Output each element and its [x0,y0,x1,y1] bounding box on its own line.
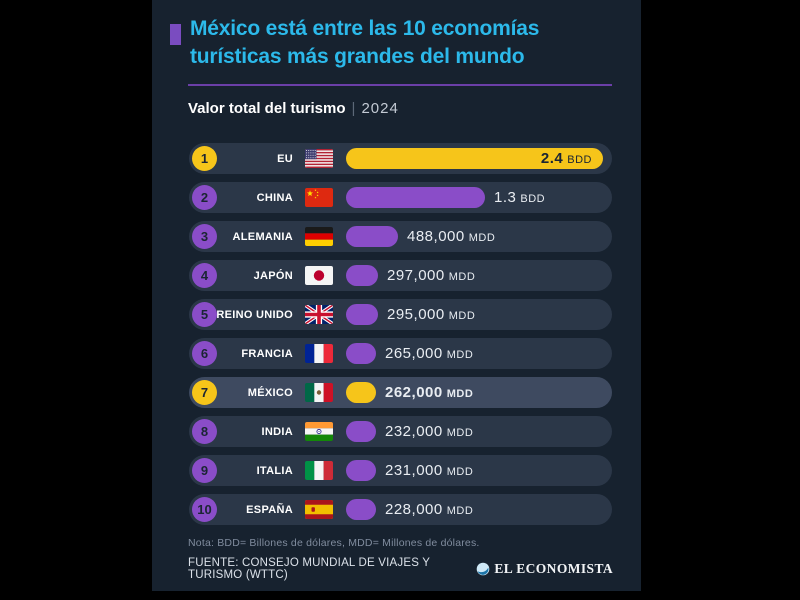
ranking-bar-chart: 1 EU 2.4 BDD 2 CHINA 1.3 BDD 3 ALEMANIA 488,000 MDD… [189,143,612,533]
value-label: 231,000 MDD [385,455,473,486]
value-number: 488,000 [407,228,465,245]
value-unit: MDD [446,388,474,400]
value-label: 2.4 BDD [346,148,592,169]
rank-row-francia: 6 FRANCIA 265,000 MDD [189,338,612,369]
header-divider [188,84,612,86]
value-label: 262,000 MDD [385,377,473,408]
source-text: FUENTE: CONSEJO MUNDIAL DE VIAJES Y TURI… [188,557,430,581]
value-bar [346,265,378,286]
country-label: REINO UNIDO [216,309,293,321]
rank-badge: 1 [192,146,217,171]
value-label: 228,000 MDD [385,494,473,525]
country-label: JAPÓN [253,270,293,282]
rank-badge: 2 [192,185,217,210]
rank-badge: 5 [192,302,217,327]
value-bar [346,187,485,208]
value-number: 228,000 [385,501,443,518]
country-label: INDIA [261,426,293,438]
rank-badge: 7 [192,380,217,405]
italia-flag-icon [305,461,333,480]
reino-unido-flag-icon [305,305,333,324]
value-bar [346,460,376,481]
value-unit: MDD [468,232,496,244]
estados-unidos-flag-icon [305,149,333,168]
value-number: 262,000 [385,384,443,401]
value-unit: MDD [448,310,476,322]
rank-row-china: 2 CHINA 1.3 BDD [189,182,612,213]
rank-row-alemania: 3 ALEMANIA 488,000 MDD [189,221,612,252]
rank-row-japon: 4 JAPÓN 297,000 MDD [189,260,612,291]
subtitle-label: Valor total del turismo [188,100,346,117]
country-label: ITALIA [256,465,293,477]
country-label: ESPAÑA [246,504,293,516]
value-unit: MDD [446,427,474,439]
rank-badge: 3 [192,224,217,249]
japon-flag-icon [305,266,333,285]
value-label: 295,000 MDD [387,299,475,330]
espana-flag-icon [305,500,333,519]
alemania-flag-icon [305,227,333,246]
rank-badge: 6 [192,341,217,366]
rank-row-reino-unido: 5 REINO UNIDO 295,000 MDD [189,299,612,330]
rank-badge: 8 [192,419,217,444]
value-unit: BDD [520,193,546,205]
footnote: Nota: BDD= Billones de dólares, MDD= Mil… [188,537,480,549]
mexico-flag-icon [305,383,333,402]
subtitle-separator: | [351,100,356,117]
country-label: MÉXICO [247,387,293,399]
rank-row-estados-unidos: 1 EU 2.4 BDD [189,143,612,174]
brand-logo: EL ECONOMISTA [476,561,613,577]
rank-badge: 4 [192,263,217,288]
value-label: 232,000 MDD [385,416,473,447]
china-flag-icon [305,188,333,207]
value-number: 297,000 [387,267,445,284]
value-number: 265,000 [385,345,443,362]
page-title: México está entre las 10 economías turís… [190,15,620,71]
value-number: 231,000 [385,462,443,479]
value-number: 295,000 [387,306,445,323]
value-bar [346,304,378,325]
page-title-line2: turísticas más grandes del mundo [190,45,525,68]
francia-flag-icon [305,344,333,363]
value-unit: MDD [448,271,476,283]
value-label: 488,000 MDD [407,221,495,252]
value-label: 1.3 BDD [494,182,545,213]
value-bar [346,343,376,364]
rank-row-espana: 10 ESPAÑA 228,000 MDD [189,494,612,525]
value-number: 232,000 [385,423,443,440]
country-label: EU [277,153,293,165]
rank-row-italia: 9 ITALIA 231,000 MDD [189,455,612,486]
rank-badge: 9 [192,458,217,483]
value-bar [346,226,398,247]
rank-row-mexico: 7 MÉXICO 262,000 MDD [189,377,612,408]
rank-badge: 10 [192,497,217,522]
value-bar [346,148,603,169]
page-title-line1: México está entre las 10 economías [190,17,540,40]
country-label: ALEMANIA [232,231,293,243]
value-unit: BDD [567,154,592,166]
source-row: FUENTE: CONSEJO MUNDIAL DE VIAJES Y TURI… [188,557,613,581]
india-flag-icon [305,422,333,441]
title-bullet-marker [170,24,181,45]
brand-name: EL ECONOMISTA [494,561,613,576]
value-label: 297,000 MDD [387,260,475,291]
rank-row-india: 8 INDIA 232,000 MDD [189,416,612,447]
country-label: CHINA [256,192,293,204]
value-unit: MDD [446,349,474,361]
value-bar [346,499,376,520]
value-label: 265,000 MDD [385,338,473,369]
infographic-panel: México está entre las 10 economías turís… [152,0,641,591]
value-unit: MDD [446,505,474,517]
el-economista-globe-icon [477,562,490,576]
value-number: 2.4 [540,150,564,167]
subtitle-year: 2024 [361,100,399,117]
value-unit: MDD [446,466,474,478]
country-label: FRANCIA [241,348,293,360]
chart-subtitle: Valor total del turismo | 2024 [188,100,399,117]
value-bar [346,382,376,403]
value-number: 1.3 [494,189,517,206]
value-bar [346,421,376,442]
